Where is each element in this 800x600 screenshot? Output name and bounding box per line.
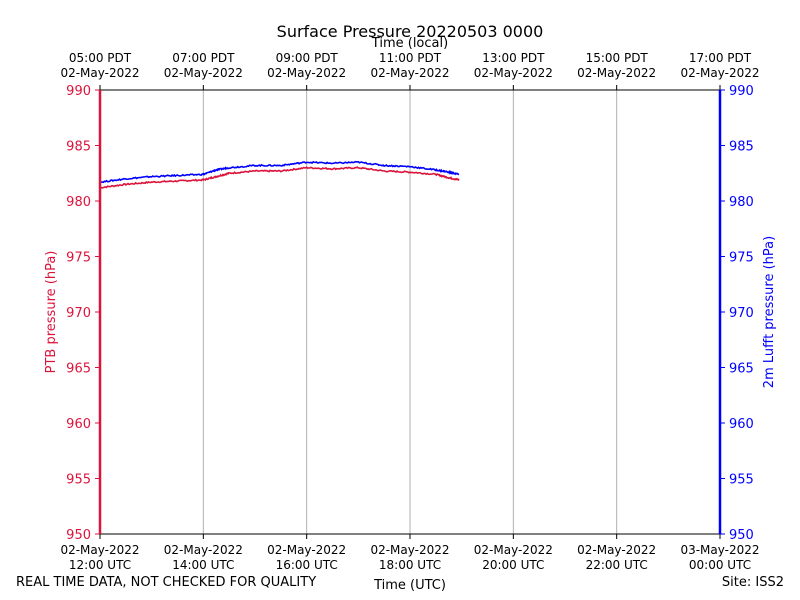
x-tick-local-time-1: 07:00 PDT [172, 51, 235, 65]
y-tick-label-right-960: 960 [729, 417, 754, 432]
site-label: Site: ISS2 [721, 575, 784, 590]
x-tick-local-date-0: 02-May-2022 [60, 66, 139, 80]
x-tick-local-date-1: 02-May-2022 [164, 66, 243, 80]
x-tick-utc-date-0: 02-May-2022 [60, 543, 139, 557]
y-tick-label-right-980: 980 [729, 195, 754, 210]
x-tick-local-time-2: 09:00 PDT [276, 51, 339, 65]
x-tick-local-date-5: 02-May-2022 [577, 66, 656, 80]
x-tick-local-time-5: 15:00 PDT [586, 51, 649, 65]
top-axis-label: Time (local) [371, 36, 448, 51]
x-tick-local-time-4: 13:00 PDT [482, 51, 545, 65]
series-line-ptb [99, 166, 460, 189]
y-tick-label-right-950: 950 [729, 528, 754, 543]
y-tick-label-right-955: 955 [729, 473, 754, 488]
y-axis-label-right: 2m Lufft pressure (hPa) [762, 236, 777, 388]
chart-title: Surface Pressure 20220503 0000 [277, 22, 544, 41]
grid-layer [202, 90, 618, 534]
x-tick-local-date-4: 02-May-2022 [474, 66, 553, 80]
y-tick-label-left-960: 960 [66, 417, 91, 432]
y-tick-label-right-990: 990 [729, 84, 754, 99]
x-tick-utc-date-4: 02-May-2022 [474, 543, 553, 557]
x-tick-utc-time-2: 16:00 UTC [276, 558, 338, 572]
tick-layer: 950 950 955 955 960 960 965 965 970 970 975 975 980 9… [60, 51, 759, 572]
y-tick-label-left-970: 970 [66, 306, 91, 321]
x-tick-utc-date-2: 02-May-2022 [267, 543, 346, 557]
x-tick-utc-time-1: 14:00 UTC [172, 558, 234, 572]
y-tick-label-right-965: 965 [729, 362, 754, 377]
y-tick-label-left-950: 950 [66, 528, 91, 543]
y-tick-label-right-970: 970 [729, 306, 754, 321]
series-layer [99, 160, 460, 189]
x-tick-utc-time-5: 22:00 UTC [586, 558, 648, 572]
data-quality-note: REAL TIME DATA, NOT CHECKED FOR QUALITY [16, 575, 317, 590]
x-tick-utc-time-4: 20:00 UTC [482, 558, 544, 572]
x-tick-local-date-6: 02-May-2022 [680, 66, 759, 80]
x-tick-utc-date-3: 02-May-2022 [370, 543, 449, 557]
series-line-lufft [99, 160, 460, 184]
y-tick-label-left-975: 975 [66, 251, 91, 266]
x-tick-utc-time-0: 12:00 UTC [69, 558, 131, 572]
y-tick-label-right-985: 985 [729, 140, 754, 155]
y-tick-label-left-955: 955 [66, 473, 91, 488]
x-tick-local-time-6: 17:00 PDT [689, 51, 752, 65]
x-tick-utc-time-6: 00:00 UTC [689, 558, 751, 572]
x-tick-local-time-3: 11:00 PDT [379, 51, 442, 65]
y-tick-label-left-980: 980 [66, 195, 91, 210]
y-tick-label-left-990: 990 [66, 84, 91, 99]
y-tick-label-right-975: 975 [729, 251, 754, 266]
x-tick-utc-date-5: 02-May-2022 [577, 543, 656, 557]
x-tick-utc-time-3: 18:00 UTC [379, 558, 441, 572]
y-axis-label-left: PTB pressure (hPa) [44, 251, 59, 374]
x-tick-utc-date-6: 03-May-2022 [680, 543, 759, 557]
y-tick-label-left-985: 985 [66, 140, 91, 155]
x-axis-label: Time (UTC) [373, 578, 446, 593]
x-tick-utc-date-1: 02-May-2022 [164, 543, 243, 557]
x-tick-local-date-3: 02-May-2022 [370, 66, 449, 80]
y-tick-label-left-965: 965 [66, 362, 91, 377]
x-tick-local-date-2: 02-May-2022 [267, 66, 346, 80]
x-tick-local-time-0: 05:00 PDT [69, 51, 132, 65]
